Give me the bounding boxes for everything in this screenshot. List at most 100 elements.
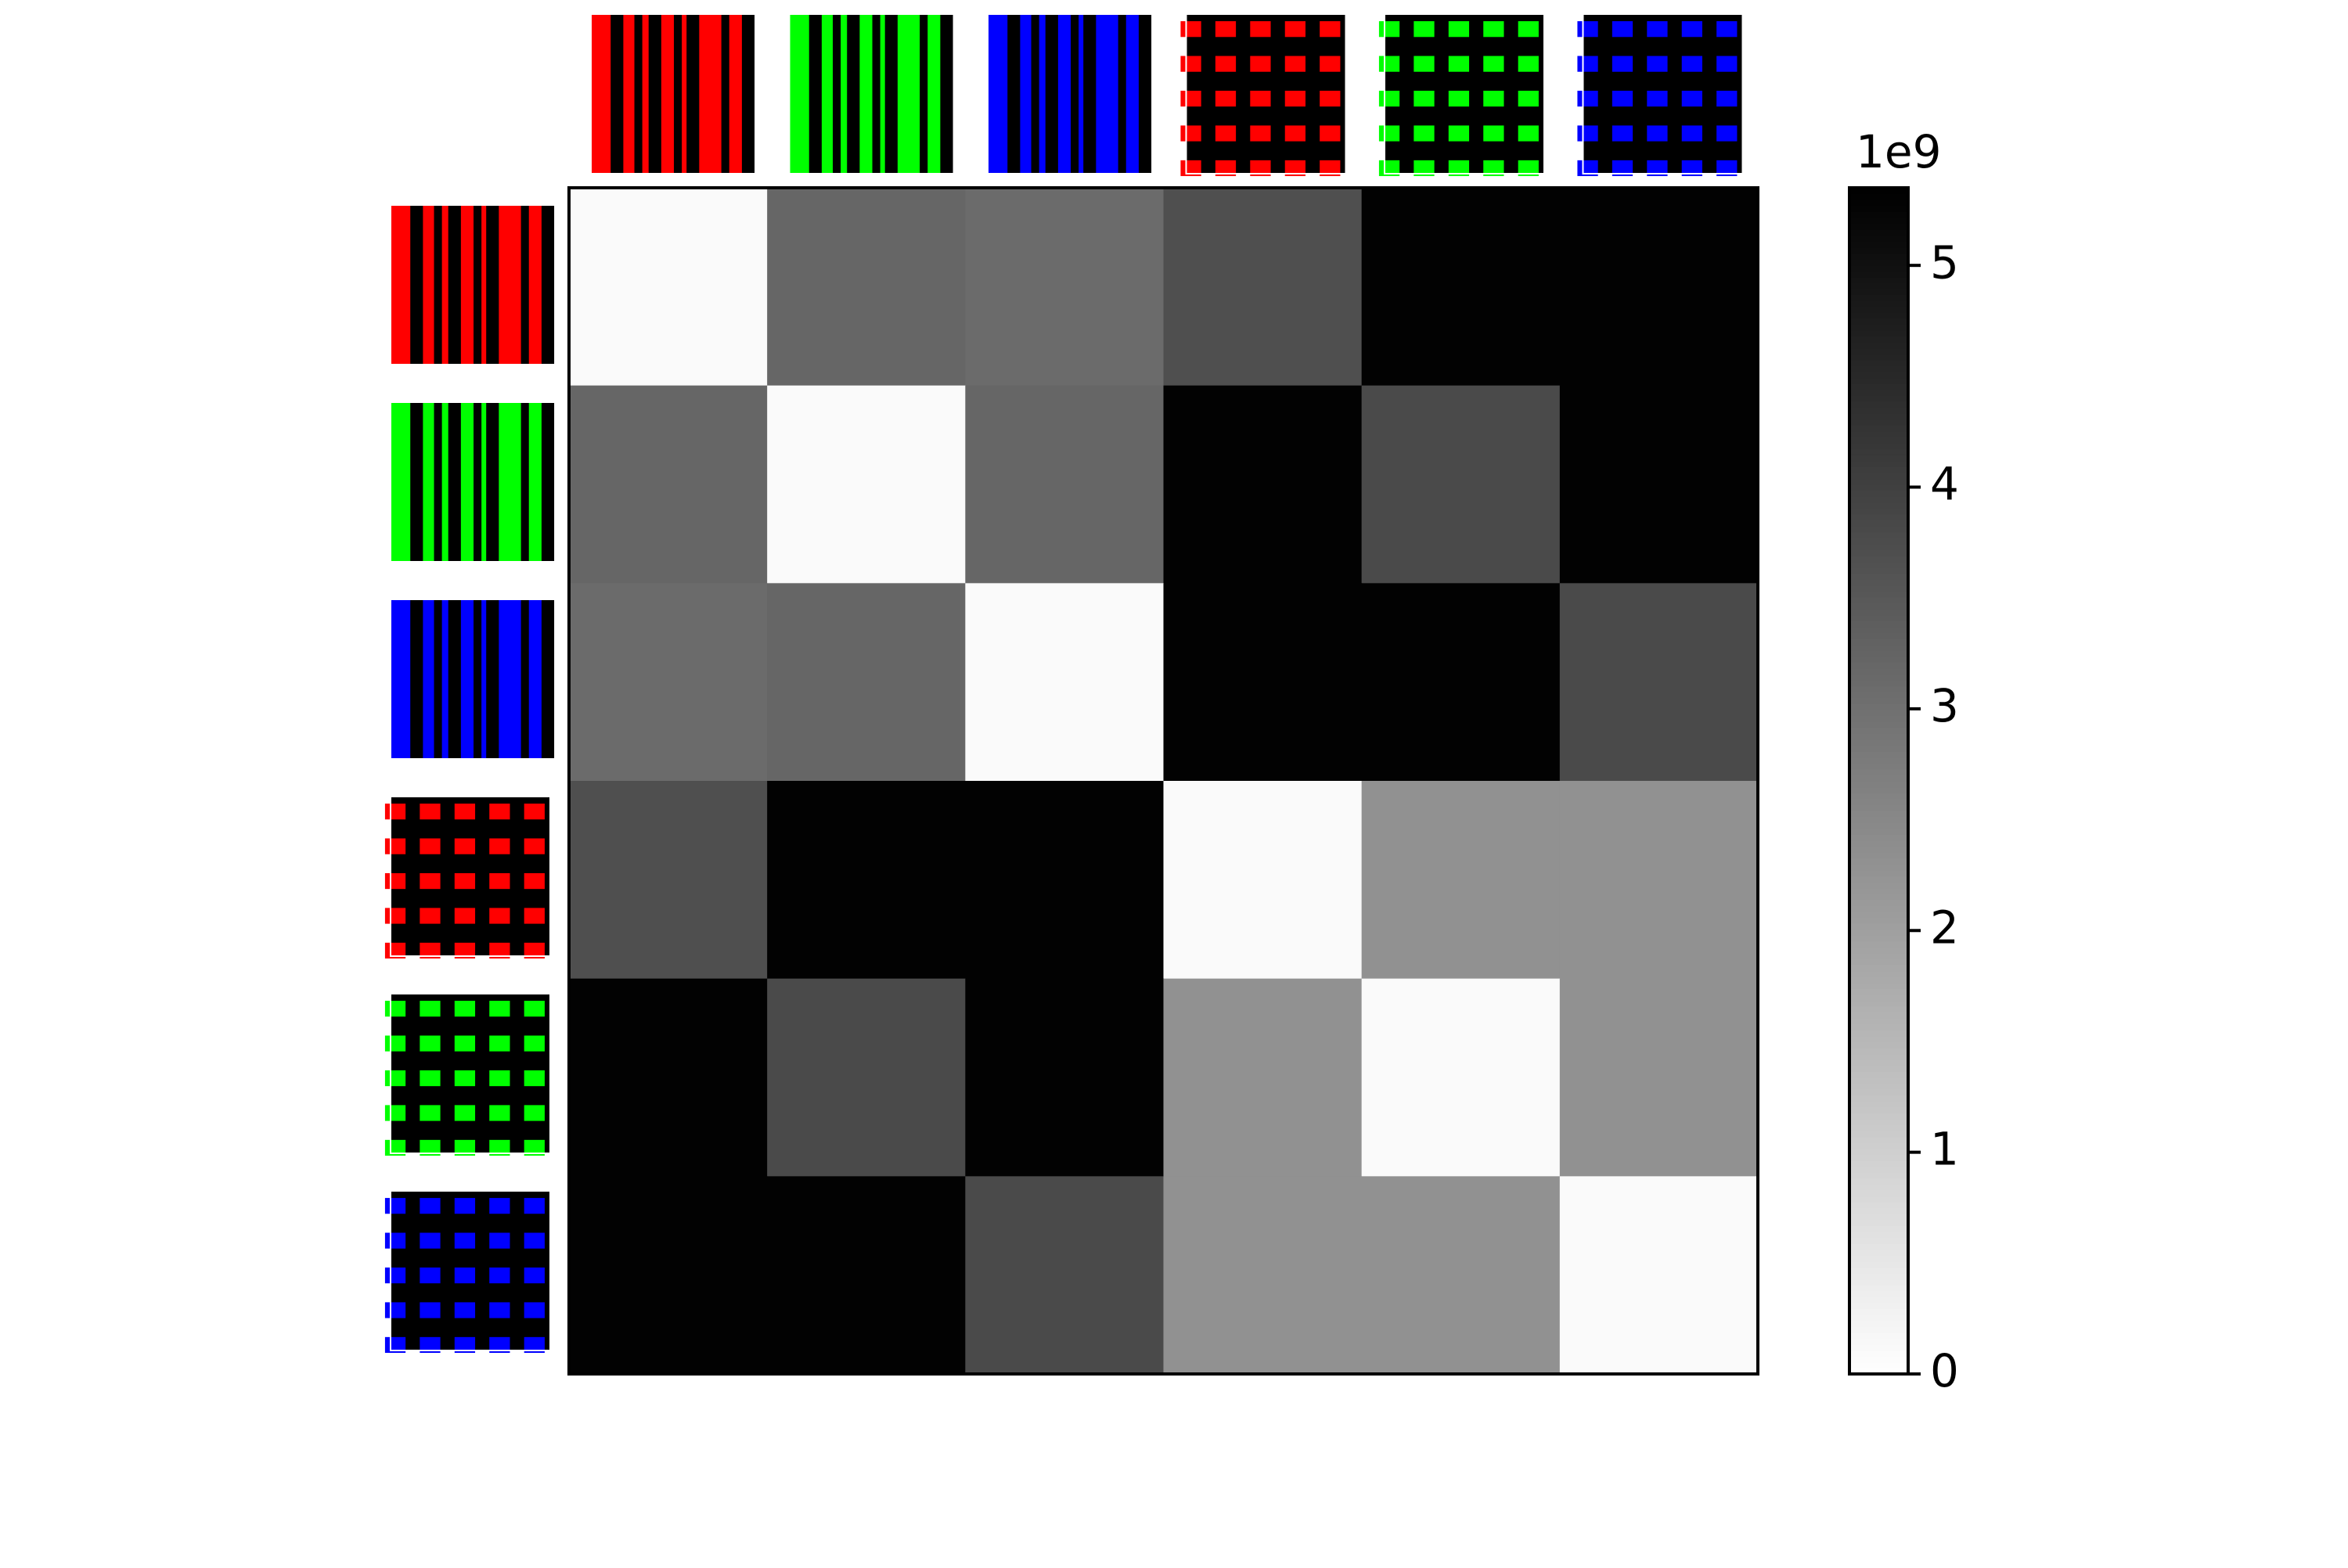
colorbar-segment <box>1849 1273 1908 1280</box>
heatmap-cell <box>1361 385 1561 584</box>
thumbnail-stripe <box>610 15 624 173</box>
colorbar-segment <box>1849 846 1908 853</box>
colorbar-segment <box>1849 940 1908 948</box>
colorbar-segment <box>1849 460 1908 467</box>
thumbnail-dot <box>1320 90 1341 107</box>
thumbnail-dot <box>454 1139 476 1156</box>
thumbnail-dot <box>1577 90 1598 107</box>
thumbnail-dot <box>420 1198 441 1214</box>
thumbnail-dot <box>384 1001 406 1017</box>
heatmap-cell <box>569 1176 768 1375</box>
colorbar-segment <box>1849 947 1908 954</box>
thumbnail-stripe <box>1071 15 1079 173</box>
thumbnail-stripe <box>674 15 682 173</box>
colorbar-segment <box>1849 359 1908 366</box>
colorbar-frame <box>1848 186 1910 1376</box>
heatmap-cell <box>1559 781 1759 980</box>
colorbar-segment <box>1849 632 1908 639</box>
thumbnail-dot <box>384 908 406 924</box>
thumbnail-dot <box>1250 56 1271 72</box>
colorbar-segment <box>1849 674 1908 681</box>
colorbar-segment <box>1849 1154 1908 1161</box>
thumbnail-dot <box>489 838 510 854</box>
colorbar-segment <box>1849 329 1908 337</box>
thumbnail-stripe <box>474 206 482 364</box>
heatmap-cell <box>1163 385 1363 584</box>
heatmap-cell <box>1559 385 1759 584</box>
thumbnail-dot <box>454 908 476 924</box>
colorbar-segment <box>1849 1303 1908 1310</box>
thumbnail-dot <box>1518 56 1539 72</box>
thumbnail-dot <box>1612 160 1633 177</box>
colorbar-segment <box>1849 828 1908 835</box>
thumbnail-dot <box>1215 21 1237 38</box>
colorbar-segment <box>1849 1106 1908 1114</box>
thumbnail-dot <box>1577 125 1598 142</box>
thumbnail-stripe <box>486 206 499 364</box>
thumbnail-stripe <box>410 600 423 758</box>
colorbar-segment <box>1849 1142 1908 1149</box>
thumbnail-dot <box>454 1232 476 1249</box>
thumbnail-dot <box>1284 160 1305 177</box>
colorbar-segment <box>1849 288 1908 296</box>
colorbar-segment <box>1849 401 1908 408</box>
thumbnail-dot <box>524 908 545 924</box>
heatmap-cell <box>1559 583 1759 782</box>
thumbnail-dot <box>1612 21 1633 38</box>
heatmap-cell <box>569 781 768 980</box>
colorbar-segment <box>1849 1308 1908 1315</box>
colorbar-segment <box>1849 371 1908 379</box>
thumbnail-dot <box>524 1001 545 1017</box>
colorbar-segment <box>1849 798 1908 805</box>
colorbar-segment <box>1849 1059 1908 1066</box>
thumbnail-dot <box>524 1070 545 1087</box>
thumbnail-dot <box>1577 56 1598 72</box>
colorbar-segment <box>1849 1219 1908 1227</box>
colorbar-segment <box>1849 1023 1908 1030</box>
colorbar-segment <box>1849 531 1908 538</box>
colorbar-segment <box>1849 935 1908 942</box>
thumbnail-dot <box>384 872 406 890</box>
colorbar-segment <box>1849 745 1908 752</box>
colorbar-segment <box>1849 1083 1908 1090</box>
heatmap-cell <box>569 978 768 1177</box>
colorbar-segment <box>1849 1101 1908 1108</box>
colorbar-segment <box>1849 1320 1908 1327</box>
thumbnail-frame <box>1384 13 1545 174</box>
colorbar-segment <box>1849 543 1908 550</box>
thumbnail-dot <box>1716 90 1738 107</box>
thumbnail-dot <box>489 804 510 820</box>
thumbnail-dot <box>420 1302 441 1318</box>
colorbar-segment <box>1849 1190 1908 1197</box>
thumbnail-dot <box>489 1105 510 1121</box>
colorbar-segment <box>1849 430 1908 437</box>
colorbar-segment <box>1849 377 1908 384</box>
thumbnail-dot <box>489 1198 510 1214</box>
thumbnail-dot <box>1681 21 1702 38</box>
thumbnail-dot <box>1483 160 1504 177</box>
colorbar-segment <box>1849 858 1908 865</box>
colorbar-segment <box>1849 775 1908 782</box>
thumbnail-dot <box>1448 125 1470 142</box>
thumbnail-dot <box>454 942 476 959</box>
colorbar-segment <box>1849 502 1908 509</box>
colorbar-segment <box>1849 1237 1908 1244</box>
colorbar-segment <box>1849 484 1908 491</box>
thumbnail-dot <box>1681 160 1702 177</box>
thumbnail-dot <box>524 1105 545 1121</box>
colorbar-segment <box>1849 710 1908 717</box>
colorbar-segment <box>1849 573 1908 580</box>
thumbnail-dot <box>454 1070 476 1087</box>
thumbnail-stripe <box>474 403 482 561</box>
colorbar-segment <box>1849 804 1908 811</box>
heatmap-cell <box>965 978 1164 1177</box>
thumbnail-stripe <box>634 15 643 173</box>
thumbnail-stripe <box>448 600 461 758</box>
thumbnail-dot <box>454 872 476 890</box>
colorbar-segment <box>1849 952 1908 959</box>
thumbnail-stripe <box>1138 15 1152 173</box>
colorbar-segment <box>1849 318 1908 325</box>
thumbnail-frame <box>390 796 551 957</box>
thumbnail-stripe <box>520 403 529 561</box>
colorbar-segment <box>1849 1232 1908 1239</box>
